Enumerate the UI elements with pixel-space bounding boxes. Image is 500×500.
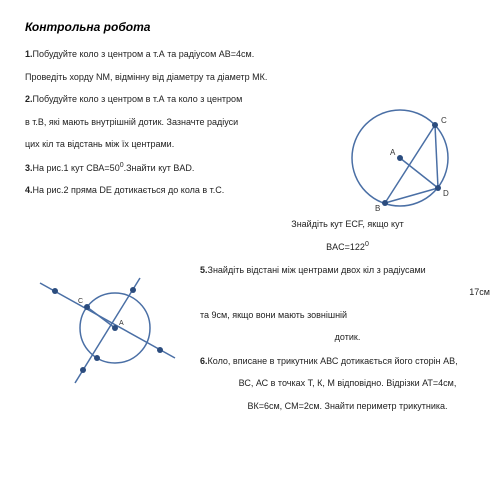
svg-text:C: C: [441, 116, 447, 125]
task-num-4: 4.: [25, 185, 33, 195]
text-column: 1.Побудуйте коло з центром а т.А та раді…: [25, 48, 315, 198]
task-6c: ВК=6см, СМ=2см. Знайти периметр трикутни…: [200, 400, 495, 414]
svg-text:D: D: [443, 189, 449, 198]
svg-text:A: A: [119, 320, 124, 327]
task-6a: 6.Коло, вписане в трикутник АВС дотикаєт…: [200, 355, 495, 369]
task-2a-text: Побудуйте коло з центром в т.А та коло з…: [33, 94, 243, 104]
task-4c-text: BAC=122: [326, 242, 365, 252]
task-6b: ВС, АС в точках Т, К, М відповідно. Відр…: [200, 377, 495, 391]
task-num-1: 1.: [25, 49, 33, 59]
right-text-block: Знайдіть кут ECF, якщо кут BAC=1220 5.Зн…: [200, 218, 495, 414]
task-3-text: На рис.1 кут СВА=50: [33, 163, 120, 173]
content-area: 1.Побудуйте коло з центром а т.А та раді…: [25, 48, 475, 413]
svg-text:A: A: [390, 148, 396, 157]
task-5a: 5.Знайдіть відстані між центрами двох кі…: [200, 264, 495, 278]
task-2c: цих кіл та відстань між їх центрами.: [25, 138, 315, 152]
diagram-1: C A B D: [345, 103, 465, 223]
task-5d: дотик.: [200, 331, 495, 345]
task-1a-text: Побудуйте коло з центром а т.А та радіус…: [33, 49, 255, 59]
task-num-6: 6.: [200, 356, 208, 366]
task-num-3: 3.: [25, 163, 33, 173]
task-1a: 1.Побудуйте коло з центром а т.А та раді…: [25, 48, 315, 62]
task-3b-text: .Знайти кут BAD.: [124, 163, 195, 173]
task-4c-sup: 0: [365, 241, 369, 248]
task-2a: 2.Побудуйте коло з центром в т.А та коло…: [25, 93, 315, 107]
diagram-2: A C: [25, 273, 195, 393]
task-num-5: 5.: [200, 265, 208, 275]
svg-text:C: C: [78, 298, 83, 305]
task-4: 4.На рис.2 пряма DE дотикається до кола …: [25, 184, 315, 198]
document-title: Контрольна робота: [25, 20, 475, 34]
task-2b: в т.В, які мають внутрішній дотик. Зазна…: [25, 116, 315, 130]
task-4c: BAC=1220: [200, 240, 495, 255]
svg-text:B: B: [375, 204, 380, 213]
task-3: 3.На рис.1 кут СВА=500.Знайти кут BAD.: [25, 161, 315, 176]
task-1b: Проведіть хорду NM, відмінну від діаметр…: [25, 71, 315, 85]
task-num-2: 2.: [25, 94, 33, 104]
task-4-text: На рис.2 пряма DE дотикається до кола в …: [33, 185, 225, 195]
task-6a-text: Коло, вписане в трикутник АВС дотикаєтьс…: [208, 356, 458, 366]
task-5b: 17см: [200, 286, 495, 300]
task-5a-text: Знайдіть відстані між центрами двох кіл …: [208, 265, 426, 275]
task-5c: та 9см, якщо вони мають зовнішній: [200, 309, 495, 323]
